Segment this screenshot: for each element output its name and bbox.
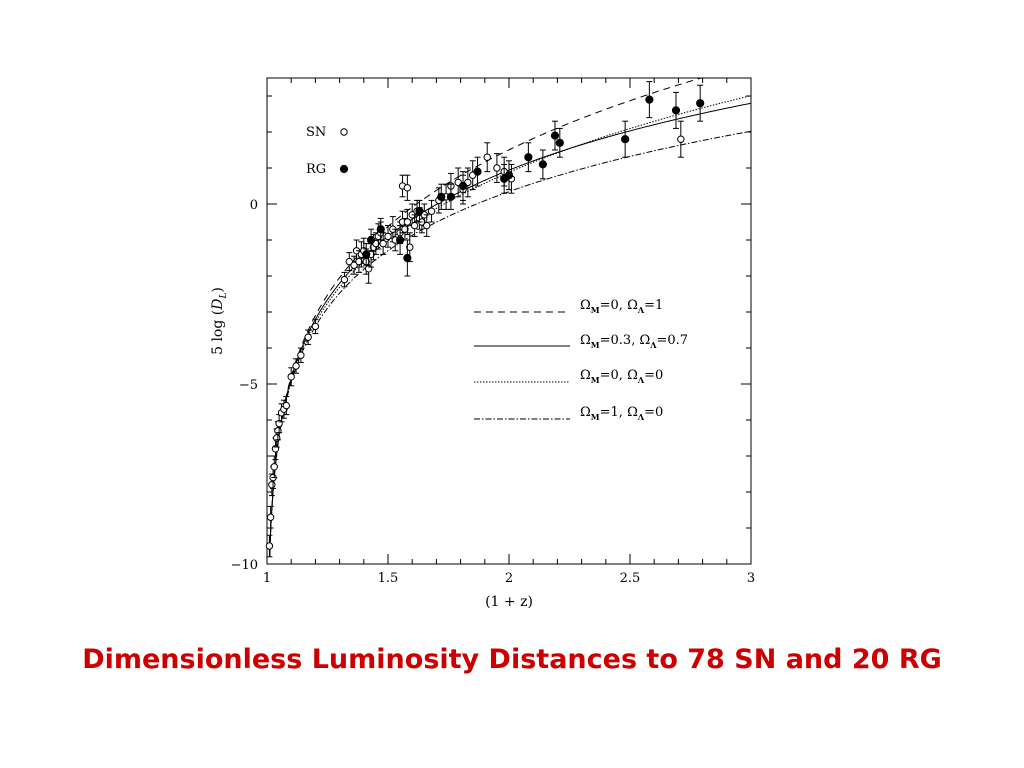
model-legend: ΩM=0, ΩΛ=1 ΩM=0.3, ΩΛ=0.7 ΩM=0, ΩΛ=0 ΩM=… [474, 298, 688, 422]
x-tick-label: 1 [263, 571, 271, 586]
y-tick-label: 0 [250, 198, 258, 213]
rg-point [415, 207, 424, 216]
model-curves [269, 77, 751, 557]
sn-point [379, 239, 387, 248]
legend-text-model-4: ΩM=1, ΩΛ=0 [580, 405, 663, 422]
model-curve-2 [269, 102, 751, 556]
sn-point [427, 207, 436, 215]
rg-point [396, 235, 405, 245]
rg-point [538, 160, 547, 169]
sn-point [266, 513, 275, 521]
rg-point [550, 131, 560, 140]
y-tick-label: −10 [231, 558, 258, 573]
sn-point [287, 373, 295, 381]
legend-marker-sn [340, 128, 348, 136]
x-tick-label: 2.5 [620, 571, 641, 586]
rg-point [524, 153, 533, 162]
rg-point [458, 181, 468, 191]
y-tick-labels: −10 −5 0 [231, 198, 258, 573]
legend-text-model-2: ΩM=0.3, ΩΛ=0.7 [580, 333, 688, 350]
legend-entry-model-4: ΩM=1, ΩΛ=0 [474, 405, 663, 422]
sn-point [282, 401, 291, 410]
rg-point [555, 138, 564, 147]
plot-frame [266, 77, 752, 565]
rg-point [446, 192, 456, 201]
x-tick-labels: 1 1.5 2 2.5 3 [263, 571, 755, 586]
model-curve-3 [269, 95, 751, 557]
sn-point [384, 232, 392, 241]
data-points [265, 81, 705, 558]
legend-text-model-1: ΩM=0, ΩΛ=1 [580, 298, 663, 315]
marker-legend: SN RG [306, 125, 349, 177]
rg-point [504, 171, 514, 180]
sn-point [345, 257, 353, 266]
legend-label-rg: RG [306, 162, 326, 177]
sn-point [292, 362, 300, 370]
legend-entry-model-2: ΩM=0.3, ΩΛ=0.7 [474, 333, 688, 350]
sn-point [355, 257, 363, 266]
rg-point [437, 192, 446, 201]
y-tick-label: −5 [239, 378, 258, 393]
legend-text-model-3: ΩM=0, ΩΛ=0 [580, 368, 663, 385]
sn-point [340, 275, 349, 284]
model-curve-4 [269, 130, 751, 557]
sn-point [403, 184, 412, 192]
x-tick-label: 2 [505, 571, 513, 586]
rg-point [621, 135, 630, 144]
sn-point [677, 135, 685, 143]
slide-caption: Dimensionless Luminosity Distances to 78… [82, 644, 942, 675]
sn-point [311, 322, 320, 331]
legend-entry-model-3: ΩM=0, ΩΛ=0 [474, 368, 663, 385]
sn-point [406, 243, 414, 251]
legend-marker-rg [339, 164, 349, 174]
sn-point [410, 221, 419, 230]
rg-point [376, 225, 385, 234]
sn-point [297, 351, 305, 359]
legend-entry-model-1: ΩM=0, ΩΛ=1 [474, 298, 663, 315]
sn-point [483, 153, 491, 161]
rg-point [366, 235, 376, 245]
sn-point [403, 218, 412, 226]
axis-ticks [266, 78, 752, 565]
rg-point [362, 250, 371, 259]
rg-point [696, 99, 705, 108]
sn-point [265, 542, 274, 550]
rg-point [671, 106, 681, 115]
x-tick-label: 3 [747, 571, 755, 586]
sn-point [493, 164, 501, 172]
y-axis-label: 5 log (DL) [210, 287, 229, 355]
x-tick-label: 1.5 [378, 571, 399, 586]
rg-point [473, 167, 482, 176]
sn-point [268, 481, 276, 489]
sn-point [270, 463, 278, 471]
rg-point [645, 95, 654, 104]
model-curve-1 [269, 77, 702, 556]
sn-point [401, 225, 409, 233]
sn-point [423, 221, 431, 230]
x-axis-label: (1 + z) [485, 594, 533, 610]
legend-label-sn: SN [306, 125, 326, 140]
luminosity-distance-chart: 1 1.5 2 2.5 3 −10 −5 0 (1 + z) 5 log (DL) SN R… [210, 77, 755, 610]
rg-point [403, 253, 412, 263]
sn-point [304, 333, 312, 341]
